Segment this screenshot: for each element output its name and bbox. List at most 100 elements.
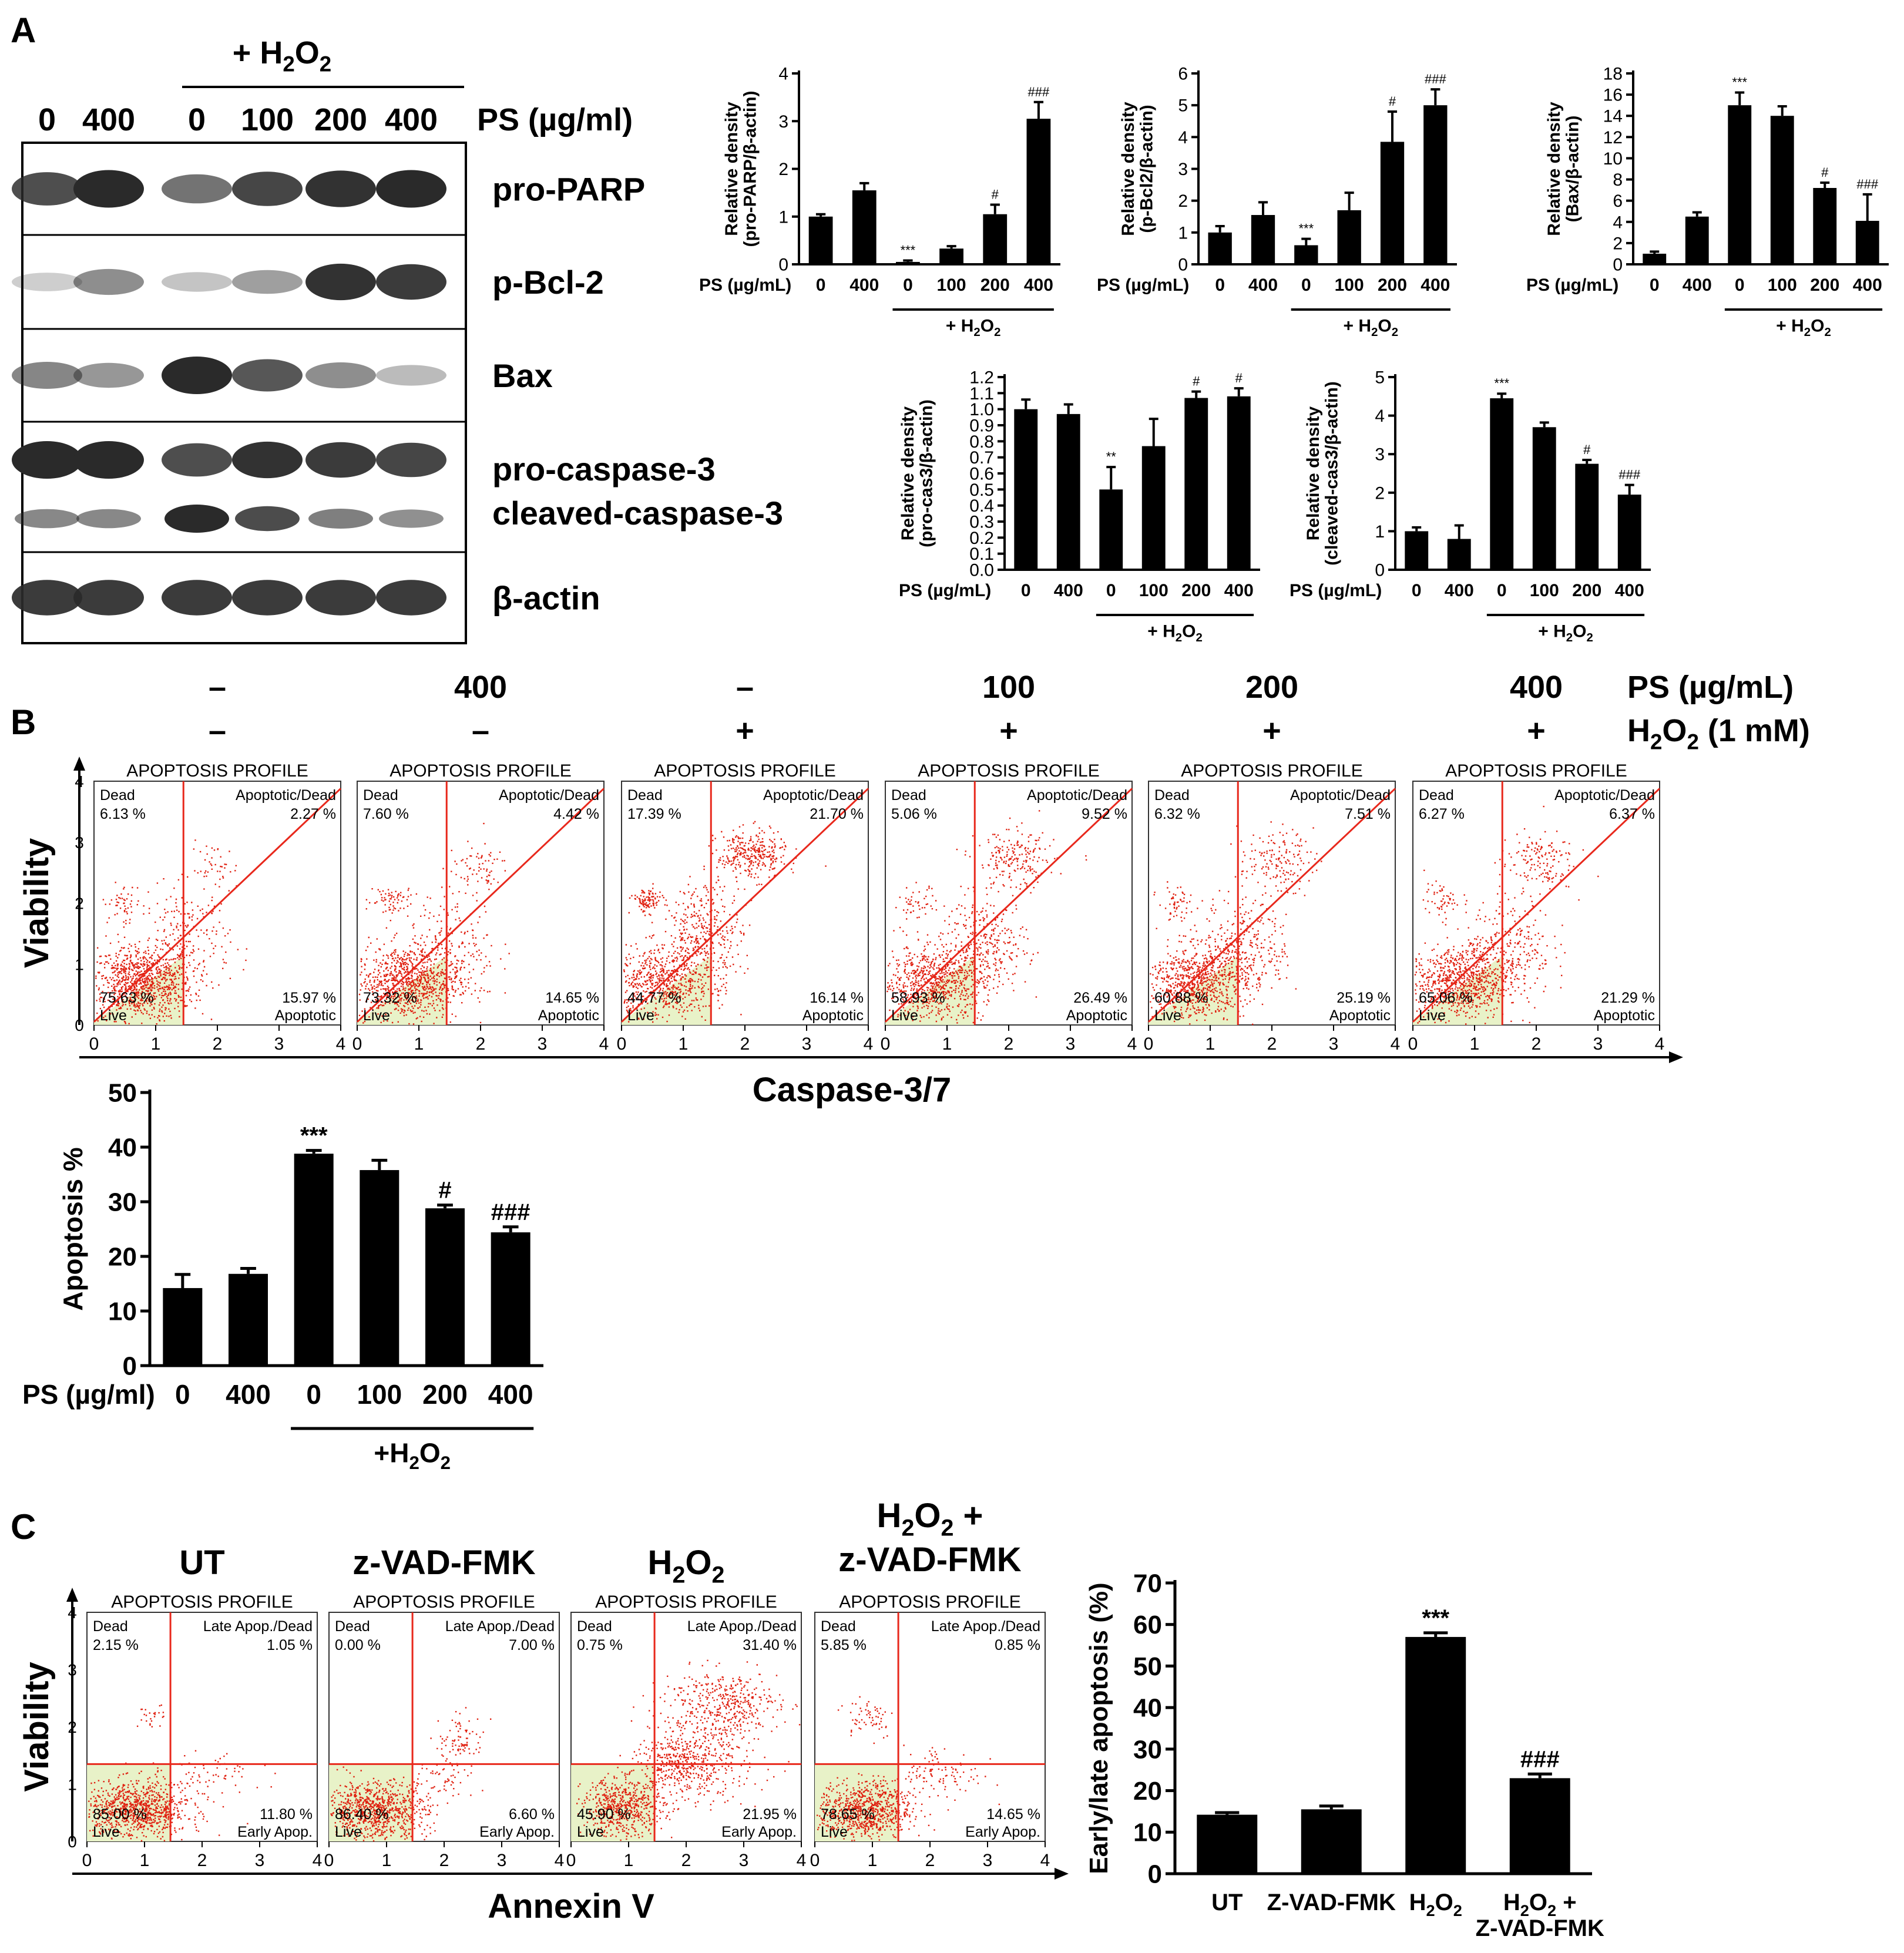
category-label: UT: [1211, 1890, 1243, 1915]
category-label: 400: [488, 1379, 533, 1410]
ps-treatment-value: 200: [1245, 670, 1298, 705]
bar: [360, 1170, 399, 1366]
y-tick-label: 0: [1148, 1860, 1162, 1888]
event-dots: [102, 882, 149, 936]
quadrant-label: Apoptotic/Dead: [236, 787, 336, 804]
quadrant-label: Apoptotic/Dead: [1554, 787, 1655, 804]
blot-band: [76, 509, 141, 529]
quadrant-value: 85.00 %: [93, 1806, 147, 1823]
category-label: 400: [1248, 275, 1278, 295]
event-dots: [365, 888, 427, 929]
category-label: Z-VAD-FMK: [1267, 1890, 1396, 1915]
significance-mark: #: [1389, 94, 1396, 109]
column-title: H2O2​: [648, 1544, 725, 1588]
y-tick-label: 1.0: [969, 400, 994, 419]
quadrant-label: Apoptotic/Dead: [763, 787, 864, 804]
panel-label-b: B: [11, 702, 36, 742]
y-tick-label: 0.1: [969, 544, 994, 564]
category-label: 100: [1530, 581, 1559, 600]
blot-band: [376, 580, 446, 616]
quadrant-value: 2.27 %: [290, 806, 336, 822]
y-tick-label: 70: [1133, 1569, 1162, 1598]
category-label: 400: [849, 275, 879, 295]
x-tick-label: 2: [1004, 1034, 1014, 1054]
blot-band: [305, 362, 376, 389]
quadrant-value: 16.14 %: [810, 990, 864, 1006]
panel-label-c: C: [11, 1507, 36, 1547]
blot-band: [73, 580, 144, 616]
ps-treatment-value: 400: [454, 670, 507, 705]
bar: [1855, 220, 1879, 264]
y-tick-label: 30: [1133, 1735, 1162, 1764]
ps-treatment-value: 400: [1510, 670, 1563, 705]
event-dots: [402, 1748, 483, 1804]
category-label: 400: [1683, 275, 1712, 295]
bar: [1728, 105, 1752, 264]
y-tick-label: 3: [1178, 160, 1188, 179]
quadrant-value: 15.97 %: [282, 990, 336, 1006]
quadrant-value: 9.52 %: [1082, 806, 1127, 822]
quadrant-label: Dead: [627, 787, 663, 804]
event-dots: [1230, 821, 1322, 897]
event-dots: [330, 1766, 441, 1842]
x-tick-label: 4: [1391, 1034, 1401, 1054]
x-tick-label: 3: [1066, 1034, 1076, 1054]
blot-row-label: Bax: [492, 357, 553, 394]
category-label: 100: [357, 1379, 402, 1410]
quadrant-label: Live: [1154, 1007, 1181, 1024]
y-tick-label: 2: [68, 1718, 77, 1736]
x-tick-label: 0: [82, 1851, 92, 1870]
y-tick-label: 0.0: [969, 561, 994, 580]
bar: [1423, 105, 1448, 264]
blot-band: [232, 172, 303, 206]
category-label: H2O2​ +: [1503, 1890, 1577, 1920]
group-label: + H2O2​: [1344, 317, 1399, 339]
significance-mark: ***: [1298, 221, 1314, 236]
blot-band: [73, 362, 144, 388]
quadrant-label: Live: [93, 1824, 120, 1840]
significance-mark: ***: [1732, 75, 1747, 90]
bar: [1490, 398, 1514, 570]
x-arrow-head: [1055, 1868, 1069, 1880]
y-tick-label: 10: [1603, 149, 1623, 169]
x-tick-label: 0: [1408, 1034, 1418, 1054]
category-label: 200: [1378, 275, 1407, 295]
ps-treatment-value: –: [209, 670, 226, 705]
x-tick-label: 1: [942, 1034, 952, 1054]
y-tick-label: 3: [778, 112, 788, 132]
category-label: 0: [1497, 581, 1507, 600]
category-label: 100: [937, 275, 966, 295]
x-tick-label: 2: [1532, 1034, 1542, 1054]
quadrant-label: Early Apop.: [479, 1824, 555, 1840]
y-tick-label: 2: [75, 895, 84, 913]
quadrant-value: 73.32 %: [363, 990, 417, 1006]
x-tick-label: 4: [1127, 1034, 1137, 1054]
y-tick-label: 2: [778, 160, 788, 179]
h2o2-header: + H2O2​: [233, 35, 331, 76]
quadrant-value: 2.15 %: [93, 1637, 139, 1653]
blot-band: [376, 365, 446, 386]
bar: [491, 1232, 530, 1366]
quadrant-label: Apoptotic: [275, 1007, 336, 1024]
event-dots: [1153, 881, 1203, 922]
category-label: 0: [306, 1379, 321, 1410]
flow-title: APOPTOSIS PROFILE: [111, 1592, 293, 1612]
blot-band: [305, 170, 376, 207]
y-axis-title: (pro-cas3/β-actin): [917, 399, 936, 547]
quadrant-label: Dead: [821, 1618, 856, 1635]
y-tick-label: 14: [1603, 107, 1623, 126]
quadrant-value: 0.00 %: [335, 1637, 381, 1653]
y-axis-title: (p-Bcl2/β-actin): [1137, 105, 1157, 233]
blot-band: [232, 359, 303, 392]
quadrant-line: [1412, 788, 1661, 1023]
bar: [1251, 215, 1275, 264]
quadrant-label: Dead: [891, 787, 926, 804]
category-label: 200: [1810, 275, 1839, 295]
x-tick-label: 4: [864, 1034, 874, 1054]
x-tick-label: 3: [802, 1034, 812, 1054]
x-tick-label: 1: [382, 1851, 392, 1870]
quadrant-label: Late Apop./Dead: [931, 1618, 1040, 1635]
